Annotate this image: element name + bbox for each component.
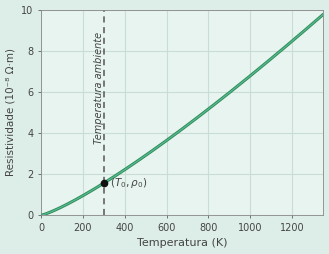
X-axis label: Temperatura (K): Temperatura (K) [137,239,227,248]
Text: Temperatura ambiente: Temperatura ambiente [94,32,104,144]
Text: $(T_0, \rho_0)$: $(T_0, \rho_0)$ [110,176,147,190]
Y-axis label: Resistividade (10⁻⁸ Ω·m): Resistividade (10⁻⁸ Ω·m) [6,49,15,176]
